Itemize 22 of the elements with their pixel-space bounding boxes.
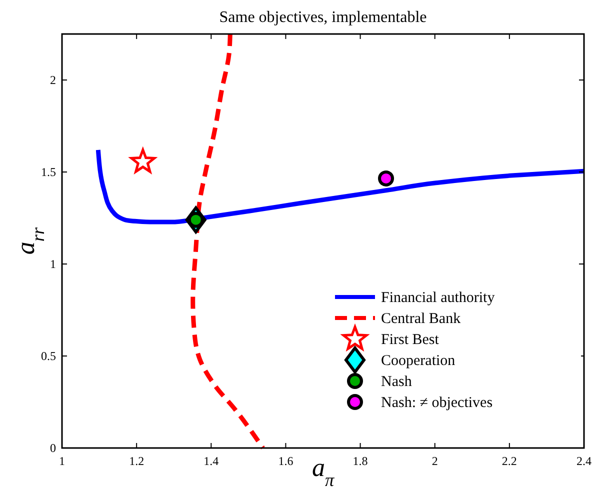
legend-label: Financial authority	[381, 290, 496, 306]
legend-label: Nash: ≠ objectives	[381, 395, 493, 411]
y-tick-label: 1.5	[41, 165, 56, 179]
x-tick-label: 2	[432, 454, 438, 468]
x-tick-label: 2.4	[576, 454, 592, 468]
y-tick-label: 0	[50, 441, 56, 455]
x-tick-label: 1.8	[352, 454, 368, 468]
y-tick-label: 1	[50, 257, 56, 271]
x-tick-label: 2.2	[502, 454, 517, 468]
y-tick-label: 2	[50, 73, 56, 87]
legend-label: Nash	[381, 374, 412, 390]
legend-label: First Best	[381, 332, 440, 348]
x-tick-label: 1.6	[278, 454, 294, 468]
x-tick-label: 1.2	[129, 454, 144, 468]
x-axis-title: a$_{π}$	[312, 453, 335, 490]
legend-label: Cooperation	[381, 353, 456, 369]
point	[378, 170, 394, 186]
y-tick-label: 0.5	[41, 349, 56, 363]
chart-title: Same objectives, implementable	[219, 9, 427, 26]
x-tick-label: 1	[59, 454, 65, 468]
x-tick-label: 1.4	[204, 454, 219, 468]
legend-label: Central Bank	[381, 311, 462, 327]
